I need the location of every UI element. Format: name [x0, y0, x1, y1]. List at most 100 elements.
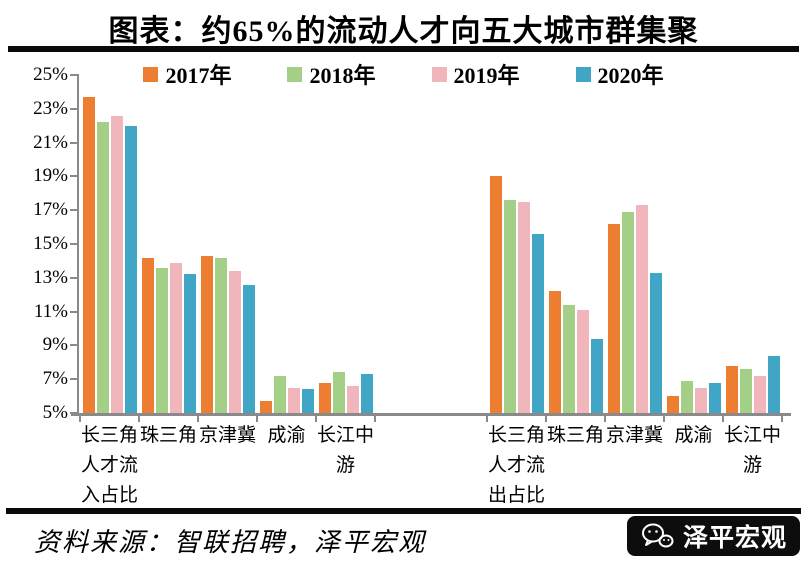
y-tick-mark [70, 344, 77, 347]
source-note: 资料来源：智联招聘，泽平宏观 [34, 528, 427, 557]
legend-swatch [143, 66, 159, 82]
y-tick-mark [70, 209, 77, 212]
y-tick-mark [70, 378, 77, 381]
wechat-bubbles-icon [640, 522, 674, 550]
bar-2020年-珠三角 [183, 274, 196, 413]
bar-2020年-长江中 [360, 374, 373, 413]
legend-item-2019年: 2019年 [431, 58, 520, 90]
x-tick-mark [545, 416, 547, 422]
footer-divider [6, 508, 801, 514]
bar-2019年-珠三角 [169, 263, 182, 413]
y-tick-label: 7% [42, 368, 68, 390]
x-category-label: 长江中游 [723, 425, 781, 476]
legend-item-2017年: 2017年 [143, 58, 231, 90]
x-tick-mark [315, 416, 317, 422]
x-tick-mark [663, 416, 665, 422]
legend-label: 2020年 [597, 63, 664, 88]
y-tick-mark [70, 243, 77, 245]
bar-2019年-长三角 [517, 202, 530, 413]
x-category-label: 珠三角 [546, 425, 604, 446]
y-tick-mark [70, 310, 77, 313]
bar-2019年-珠三角 [576, 310, 589, 413]
bar-2020年-长江中 [767, 356, 780, 413]
bar-2020年-京津冀 [242, 285, 255, 413]
x-tick-mark [722, 416, 724, 422]
category-bars-京津冀 [198, 75, 257, 413]
y-tick-mark [70, 74, 77, 76]
bar-2018年-京津冀 [214, 258, 227, 413]
bar-2019年-长江中 [753, 376, 766, 413]
bar-2020年-成渝 [708, 383, 721, 413]
category-bars-成渝 [257, 75, 316, 413]
legend-item-2018年: 2018年 [287, 58, 376, 90]
title-divider [8, 46, 799, 52]
x-category-label: 长三角人才流出占比 [487, 425, 545, 506]
y-tick-label: 5% [42, 402, 68, 423]
legend-item-2020年: 2020年 [575, 58, 664, 90]
x-tick-mark [781, 416, 783, 422]
bar-2018年-珠三角 [562, 305, 575, 413]
category-bars-珠三角 [139, 75, 198, 413]
bar-2018年-京津冀 [621, 212, 634, 413]
bar-2018年-长三角 [96, 122, 109, 413]
category-bars-长江中 [723, 75, 782, 413]
bar-2019年-成渝 [287, 388, 300, 413]
y-tick-mark [70, 412, 77, 414]
y-tick-label: 25% [33, 64, 68, 85]
y-tick-label: 17% [33, 199, 68, 221]
x-category-label: 成渝 [674, 425, 713, 446]
legend: 2017年 2018年 2019年 2020年 [0, 58, 807, 90]
bar-2017年-京津冀 [200, 256, 213, 413]
category-bars-成渝 [664, 75, 723, 413]
bar-2020年-珠三角 [590, 339, 603, 413]
bar-2018年-长江中 [739, 369, 752, 413]
bar-2018年-成渝 [273, 376, 286, 413]
legend-swatch [431, 66, 447, 82]
x-category-label: 成渝 [267, 425, 306, 446]
bar-2019年-长三角 [110, 116, 123, 413]
x-tick-mark [256, 416, 258, 422]
category-bars-京津冀 [605, 75, 664, 413]
y-axis-line [77, 74, 79, 415]
y-tick-label: 19% [33, 165, 68, 187]
chart-title: 图表：约65%的流动人才向五大城市群集聚 [108, 15, 699, 48]
bar-2019年-长江中 [346, 386, 359, 413]
bar-2020年-京津冀 [649, 273, 662, 413]
bar-2018年-长江中 [332, 372, 345, 413]
bar-2017年-长江中 [318, 383, 331, 413]
category-bars-长三角 [487, 75, 546, 413]
bar-2018年-长三角 [503, 200, 516, 413]
x-tick-mark [604, 416, 606, 422]
category-bars-长江中 [316, 75, 375, 413]
y-tick-mark [70, 141, 77, 144]
y-tick-mark [70, 175, 77, 178]
bar-2018年-珠三角 [155, 268, 168, 413]
bar-2017年-长三角 [489, 176, 502, 413]
x-category-label: 长江中游 [316, 425, 374, 476]
x-category-label: 长三角人才流入占比 [80, 425, 138, 506]
x-axis-line [71, 413, 791, 416]
plot-area [80, 75, 792, 413]
bar-2017年-珠三角 [548, 291, 561, 413]
bar-2020年-长三角 [531, 234, 544, 413]
y-tick-label: 15% [33, 233, 68, 254]
y-tick-label: 23% [33, 97, 68, 119]
y-tick-label: 9% [42, 334, 68, 356]
bar-2017年-珠三角 [141, 258, 154, 413]
y-tick-mark [70, 276, 77, 279]
logo-text: 泽平宏观 [682, 525, 787, 552]
bar-2017年-长江中 [725, 366, 738, 413]
x-category-label: 京津冀 [198, 425, 256, 446]
x-tick-mark [374, 416, 376, 422]
x-category-label: 京津冀 [605, 425, 663, 446]
x-tick-mark [486, 416, 488, 422]
bar-2017年-京津冀 [607, 224, 620, 413]
bar-2017年-成渝 [666, 396, 679, 413]
bar-2019年-京津冀 [228, 271, 241, 413]
bar-2020年-成渝 [301, 389, 314, 413]
bar-2018年-成渝 [680, 381, 693, 413]
y-tick-label: 21% [33, 131, 68, 153]
legend-swatch [575, 66, 591, 82]
bar-2017年-长三角 [82, 97, 95, 413]
legend-label: 2018年 [309, 63, 376, 88]
